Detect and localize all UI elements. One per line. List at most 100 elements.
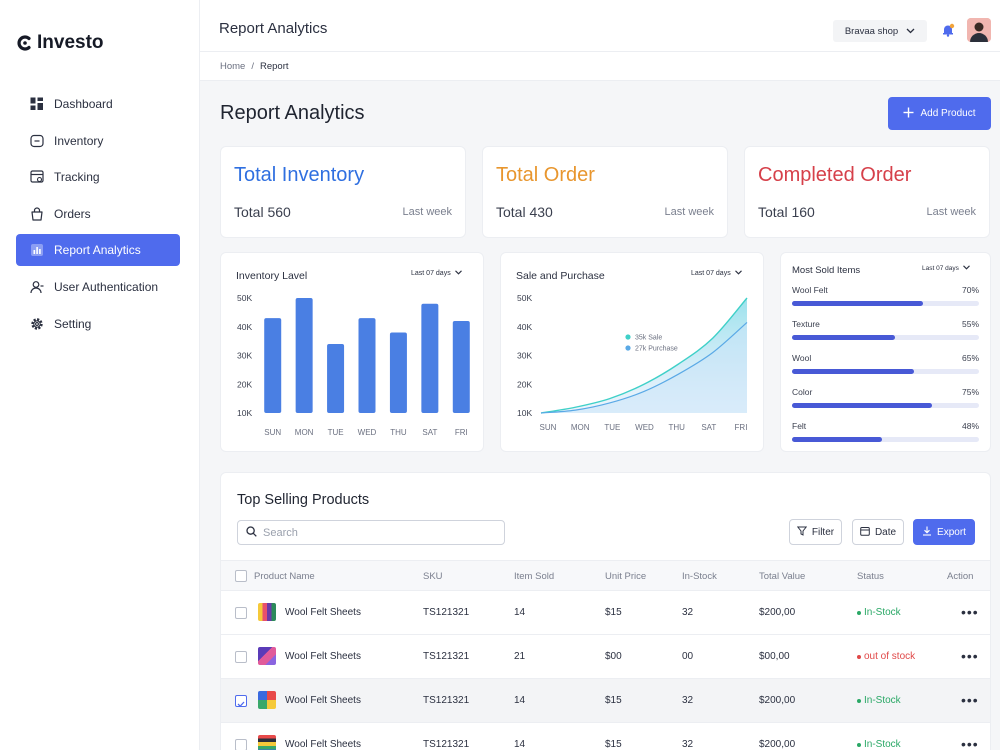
chevron-down-icon: [454, 270, 462, 277]
row-checkbox[interactable]: [235, 739, 247, 750]
legend-label: 35k Sale: [635, 335, 662, 342]
inventory-icon: [30, 134, 44, 148]
item-name: Wool: [792, 353, 812, 363]
stat-card-total-inventory: Total Inventory Total 560 Last week: [220, 146, 466, 238]
item-percent: 55%: [961, 319, 979, 329]
sale-purchase-chart-card: 50K 40K 30K 20K 10K 35k Sale 27k Purchase SUN MO…: [500, 252, 764, 452]
legend-label: 27k Purchase: [635, 346, 678, 353]
chart-title: Most Sold Items: [792, 265, 861, 276]
date-button[interactable]: Date: [852, 519, 904, 545]
sidebar-item-inventory[interactable]: Inventory: [16, 125, 180, 157]
x-tick-label: FRI: [455, 428, 468, 437]
stat-card-total-order: Total Order Total 430 Last week: [482, 146, 728, 238]
progress-track: [792, 301, 979, 306]
status-label: In-Stock: [864, 607, 901, 618]
chart-period-selector[interactable]: Last 07 days: [922, 265, 970, 272]
y-tick-label: 20K: [237, 379, 252, 389]
table-row[interactable]: Wool Felt Sheets TS121321 14 $15 32 $200,00 In…: [221, 591, 990, 635]
sidebar-item-label: Dashboard: [54, 97, 113, 111]
add-product-button[interactable]: Add Product: [888, 97, 991, 130]
plus-icon: [903, 107, 914, 121]
y-tick-label: 30K: [517, 351, 532, 361]
chart-period-label: Last 07 days: [411, 270, 451, 277]
y-tick-label: 40K: [237, 322, 252, 332]
item-name: Felt: [792, 421, 807, 431]
filter-button[interactable]: Filter: [789, 519, 842, 545]
product-name: Wool Felt Sheets: [285, 607, 361, 618]
sidebar-item-orders[interactable]: Orders: [16, 198, 180, 230]
stat-total: Total 560: [234, 204, 291, 220]
row-checkbox[interactable]: [235, 607, 247, 619]
search-input[interactable]: [263, 526, 493, 539]
x-tick-label: THU: [668, 423, 685, 432]
breadcrumb-home[interactable]: Home: [220, 61, 246, 72]
y-tick-label: 20K: [517, 379, 532, 389]
column-header-unit-price[interactable]: Unit Price: [605, 571, 647, 582]
export-button[interactable]: Export: [913, 519, 975, 545]
sidebar-item-tracking[interactable]: Tracking: [16, 161, 180, 193]
x-tick-label: MON: [295, 428, 314, 437]
product-name: Wool Felt Sheets: [285, 739, 361, 750]
column-header-sku[interactable]: SKU: [423, 571, 443, 582]
shop-selector[interactable]: Bravaa shop: [833, 20, 927, 42]
total-value: $00,00: [759, 651, 790, 662]
table-row[interactable]: Wool Felt Sheets TS121321 14 $15 32 $200,00 In…: [221, 679, 990, 723]
sidebar-item-label: Orders: [54, 206, 91, 221]
y-tick-label: 40K: [517, 322, 532, 332]
filter-label: Filter: [811, 526, 835, 538]
more-actions-icon[interactable]: •••: [961, 604, 979, 620]
bar-wed: [358, 318, 376, 413]
sidebar-item-label: Inventory: [54, 133, 104, 148]
item-sold: 14: [514, 739, 526, 750]
table-row[interactable]: Wool Felt Sheets TS121321 21 $00 00 $00,00 out…: [221, 635, 990, 679]
user-avatar[interactable]: [967, 18, 991, 42]
sidebar: Investo Dashboard Inventory Tracking Ord…: [0, 0, 200, 750]
table-row[interactable]: Wool Felt Sheets TS121321 14 $15 32 $200,00 In…: [221, 723, 990, 750]
column-header-action: Action: [947, 571, 974, 582]
column-header-total-value[interactable]: Total Value: [759, 571, 806, 582]
notification-bell-icon[interactable]: [941, 23, 955, 37]
column-header-product-name[interactable]: Product Name: [254, 571, 315, 582]
chevron-down-icon: [962, 265, 970, 272]
column-header-status[interactable]: Status: [857, 571, 884, 582]
y-tick-label: 50K: [517, 293, 532, 303]
status-dot-icon: [857, 698, 861, 703]
in-stock: 32: [682, 739, 694, 750]
sidebar-item-dashboard[interactable]: Dashboard: [16, 88, 180, 120]
status-label: out of stock: [864, 651, 916, 662]
sidebar-item-label: Setting: [54, 316, 92, 331]
product-thumbnail: [258, 647, 276, 665]
status-dot-icon: [857, 742, 861, 747]
row-checkbox[interactable]: [235, 651, 247, 663]
inventory-chart-card: 50K 40K 30K 20K 10K SUN MON TUE WED THU SAT FRI Inv…: [220, 252, 484, 452]
item-name: Color: [792, 387, 813, 397]
sidebar-item-user-authentication[interactable]: User Authentication: [16, 271, 180, 303]
sidebar-item-setting[interactable]: Setting: [16, 308, 180, 340]
column-header-item-sold[interactable]: Item Sold: [514, 571, 555, 582]
more-actions-icon[interactable]: •••: [961, 736, 979, 750]
legend-marker: [625, 345, 631, 351]
app-name: Investo: [37, 32, 104, 53]
gear-icon: [30, 317, 44, 331]
column-header-in-stock[interactable]: In-Stock: [682, 571, 717, 582]
status-badge: In-Stock: [857, 695, 901, 706]
item-name: Wool Felt: [792, 285, 828, 295]
select-all-checkbox[interactable]: [235, 570, 247, 582]
top-bar: Report Analytics Bravaa shop: [200, 0, 1000, 52]
stat-title: Completed Order: [758, 164, 912, 186]
y-tick-label: 10K: [517, 408, 532, 418]
purchase-line: [540, 321, 748, 414]
more-actions-icon[interactable]: •••: [961, 648, 979, 664]
purchase-area: [541, 322, 747, 413]
chart-period-selector[interactable]: Last 07 days: [691, 270, 742, 277]
app-logo[interactable]: Investo: [16, 32, 104, 54]
x-tick-label: SUN: [264, 428, 281, 437]
row-checkbox[interactable]: [235, 695, 247, 708]
sku: TS121321: [423, 739, 470, 750]
more-actions-icon[interactable]: •••: [961, 692, 979, 708]
unit-price: $15: [605, 695, 622, 706]
chart-period-selector[interactable]: Last 07 days: [411, 270, 462, 277]
sidebar-item-report-analytics[interactable]: Report Analytics: [16, 234, 180, 267]
stat-period: Last week: [664, 206, 714, 218]
export-label: Export: [937, 526, 966, 538]
